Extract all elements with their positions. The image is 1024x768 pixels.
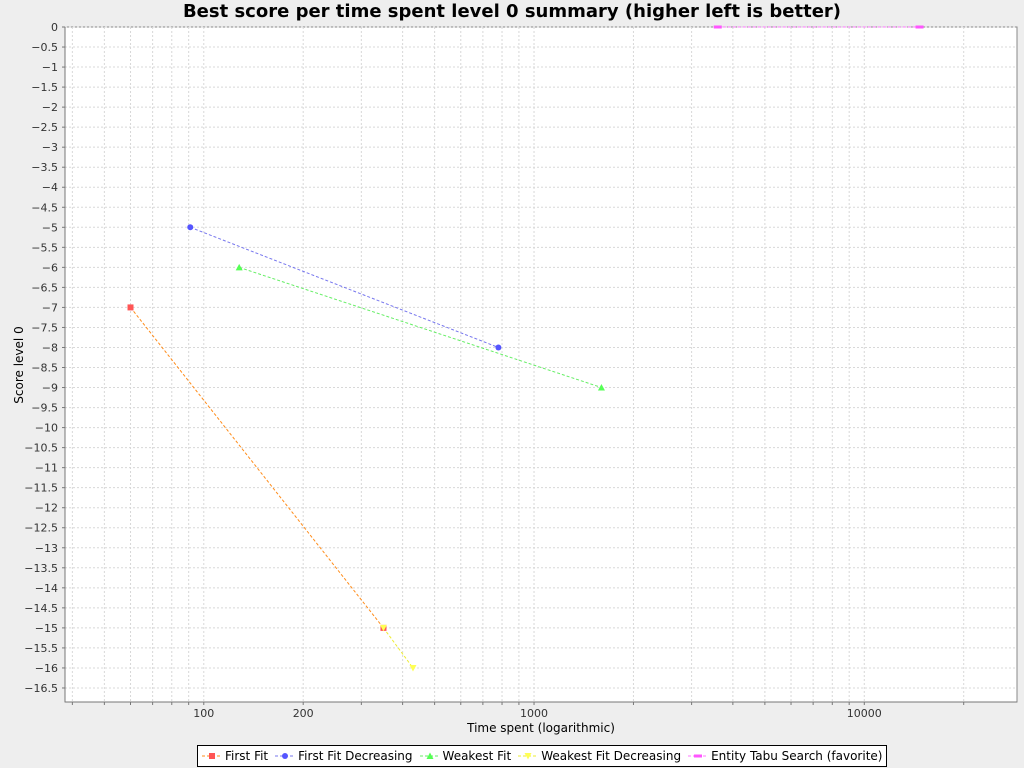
y-tick-label: −11.5 bbox=[24, 482, 58, 495]
y-tick-label: −11 bbox=[35, 462, 58, 475]
series-line-1 bbox=[190, 226, 499, 348]
y-tick-label: −3.5 bbox=[31, 161, 58, 174]
y-tick-label: −1 bbox=[42, 61, 58, 74]
series-line-2 bbox=[239, 266, 602, 389]
data-point-1 bbox=[187, 224, 194, 231]
data-point-2 bbox=[597, 384, 605, 391]
x-axis-title: Time spent (logarithmic) bbox=[466, 721, 615, 735]
y-tick-label: −7.5 bbox=[31, 321, 58, 334]
y-tick-label: −15 bbox=[35, 622, 58, 635]
legend-swatch-icon bbox=[419, 752, 440, 759]
grid-lines bbox=[65, 26, 1017, 702]
plot-area bbox=[64, 26, 1018, 703]
x-tick-label: 10000 bbox=[847, 707, 882, 720]
y-tick-label: −9 bbox=[42, 382, 58, 395]
data-point-2 bbox=[235, 263, 243, 271]
y-tick-label: −4 bbox=[42, 181, 58, 194]
y-tick-label: −12.5 bbox=[24, 522, 58, 535]
data-point-0 bbox=[127, 304, 134, 311]
data-point-4 bbox=[713, 25, 722, 29]
y-tick-label: −7 bbox=[42, 301, 58, 314]
legend-label: Entity Tabu Search (favorite) bbox=[711, 749, 883, 763]
y-tick-label: −16 bbox=[35, 662, 58, 675]
legend-marker bbox=[524, 753, 532, 760]
tick-labels: 0 −0.5 −1 −1.5 −2 −2.5 −3 −3.5 −4 −4.5 −5 −5.5 −6 −6.… bbox=[24, 21, 882, 720]
x-tick-label: 1000 bbox=[520, 707, 548, 720]
legend-item: Weakest Fit bbox=[419, 749, 512, 763]
y-tick-label: −12 bbox=[35, 502, 58, 515]
y-tick-label: −0.5 bbox=[31, 41, 58, 54]
y-tick-label: −13 bbox=[35, 542, 58, 555]
legend-swatch-icon bbox=[275, 753, 296, 759]
y-tick-label: −8 bbox=[42, 341, 58, 354]
legend-marker bbox=[694, 754, 703, 758]
y-tick-label: −15.5 bbox=[24, 642, 58, 655]
legend-marker bbox=[209, 753, 215, 759]
chart-title: Best score per time spent level 0 summar… bbox=[182, 1, 842, 22]
series-line-0 bbox=[130, 307, 384, 629]
legend-swatch-icon bbox=[688, 754, 709, 758]
legend-swatch-icon bbox=[518, 753, 539, 760]
x-tick-label: 200 bbox=[293, 707, 314, 720]
y-tick-label: −3 bbox=[42, 141, 58, 154]
y-tick-label: −4.5 bbox=[31, 201, 58, 214]
y-axis-title: Score level 0 bbox=[12, 326, 26, 403]
axes bbox=[62, 26, 1017, 705]
legend-marker bbox=[426, 752, 434, 759]
y-tick-label: −10.5 bbox=[24, 442, 58, 455]
y-tick-label: −5 bbox=[42, 221, 58, 234]
y-tick-label: −9.5 bbox=[31, 402, 58, 415]
y-tick-label: −16.5 bbox=[24, 682, 58, 695]
legend-label: Weakest Fit bbox=[442, 749, 512, 763]
legend-item: First Fit Decreasing bbox=[275, 749, 413, 763]
data-point-1 bbox=[495, 344, 502, 351]
y-tick-label: −6.5 bbox=[31, 281, 58, 294]
y-tick-label: 0 bbox=[51, 21, 58, 34]
legend-item: Entity Tabu Search (favorite) bbox=[688, 749, 882, 763]
data-point-3 bbox=[379, 624, 387, 632]
y-tick-label: −5.5 bbox=[31, 241, 58, 254]
data-point-3 bbox=[409, 664, 417, 672]
legend-swatch-icon bbox=[202, 753, 222, 759]
y-tick-label: −10 bbox=[35, 422, 58, 435]
legend-label: First Fit bbox=[225, 749, 269, 763]
series-markers bbox=[127, 25, 924, 672]
series-connectors bbox=[130, 26, 920, 669]
y-tick-label: −13.5 bbox=[24, 562, 58, 575]
legend: First Fit First Fit Decreasing Weakest Fit… bbox=[197, 745, 888, 767]
y-tick-label: −2.5 bbox=[31, 121, 58, 134]
y-tick-label: −14.5 bbox=[24, 602, 58, 615]
y-tick-label: −1.5 bbox=[31, 81, 58, 94]
y-tick-label: −14 bbox=[35, 582, 58, 595]
data-point-4 bbox=[915, 25, 924, 29]
legend-label: First Fit Decreasing bbox=[298, 749, 413, 763]
legend-label: Weakest Fit Decreasing bbox=[541, 749, 682, 763]
legend-marker bbox=[282, 753, 289, 759]
legend-item: First Fit bbox=[202, 749, 268, 763]
x-tick-label: 100 bbox=[193, 707, 214, 720]
series-line-3 bbox=[383, 627, 414, 669]
y-tick-label: −2 bbox=[42, 101, 58, 114]
y-tick-label: −6 bbox=[42, 261, 58, 274]
y-tick-label: −8.5 bbox=[31, 362, 58, 375]
legend-item: Weakest Fit Decreasing bbox=[518, 749, 681, 763]
